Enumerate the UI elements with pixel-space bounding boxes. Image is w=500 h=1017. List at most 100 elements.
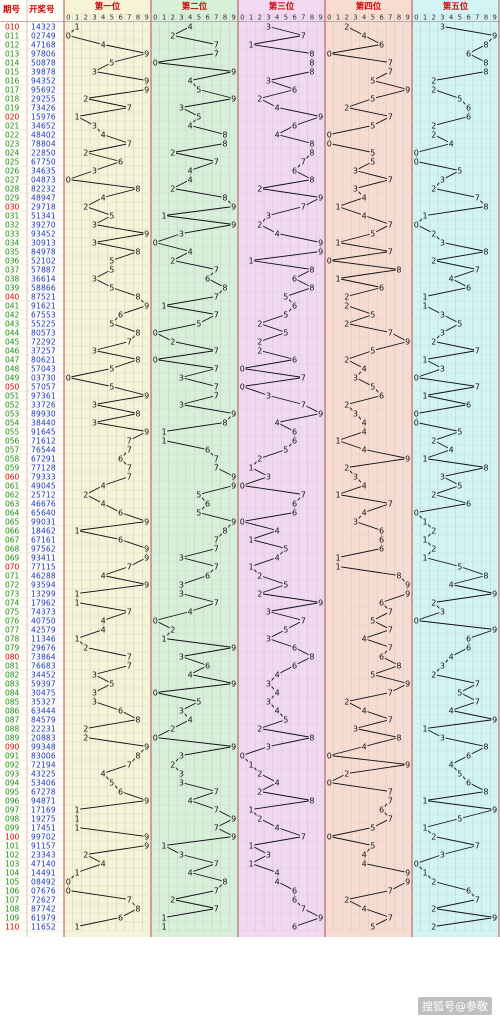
digit-mark: 3 (440, 365, 445, 374)
digit-mark: 5 (109, 257, 114, 266)
digit-mark: 8 (483, 464, 488, 473)
digit-mark: 2 (431, 77, 436, 86)
digit-mark: 7 (475, 383, 480, 392)
draw-number-label: 91621 (31, 301, 56, 310)
digit-mark: 6 (466, 401, 471, 410)
digit-mark: 2 (83, 95, 88, 104)
digit-mark: 2 (344, 23, 349, 32)
digit-mark: 1 (423, 725, 428, 734)
digit-mark-bg (430, 337, 437, 346)
digit-mark-bg (387, 247, 394, 256)
issue-label: 106 (5, 886, 20, 895)
draw-number-label: 63444 (31, 706, 56, 715)
digit-mark-bg (491, 589, 498, 598)
draw-number-label: 91645 (31, 427, 56, 436)
digit-mark-bg (108, 319, 116, 328)
draw-number-label: 14491 (31, 868, 56, 877)
digit-mark-bg (343, 769, 350, 778)
digit-mark-bg (65, 31, 72, 40)
digit-mark-bg (247, 562, 255, 571)
digit-mark: 7 (214, 293, 219, 302)
digit-mark: 5 (370, 311, 375, 320)
digit-mark: 9 (492, 716, 497, 725)
digit-mark: 2 (257, 347, 262, 356)
digit-mark: 1 (162, 842, 167, 851)
digit-mark-bg (169, 337, 176, 346)
digit-mark: 2 (257, 725, 262, 734)
digit-mark-bg (73, 634, 81, 643)
digit-mark-bg (73, 589, 81, 598)
digit-mark-bg (91, 274, 98, 283)
digit-tick: 1 (162, 14, 166, 22)
draw-number-label: 78804 (31, 139, 56, 148)
draw-number-label: 53406 (31, 778, 56, 787)
draw-number-label: 46676 (31, 499, 56, 508)
digit-mark-bg (465, 283, 472, 292)
draw-number-label: 29718 (31, 202, 56, 211)
draw-number-label: 29676 (31, 643, 56, 652)
digit-tick: 5 (197, 14, 201, 22)
digit-mark: 0 (240, 752, 245, 761)
draw-number-label: 30913 (31, 238, 56, 247)
digit-mark-bg (82, 850, 89, 859)
digit-mark: 5 (283, 626, 288, 635)
issue-label: 018 (5, 94, 20, 103)
digit-mark: 4 (362, 194, 367, 203)
digit-mark: 3 (266, 680, 271, 689)
digit-mark-bg (143, 742, 150, 751)
digit-mark: 0 (153, 329, 158, 338)
digit-mark-bg (421, 517, 429, 526)
draw-number-label: 33726 (31, 400, 56, 409)
digit-mark-bg (387, 67, 394, 76)
issue-label: 048 (5, 364, 20, 373)
digit-mark: 6 (205, 662, 210, 671)
digit-mark-bg (291, 301, 298, 310)
digit-mark-bg (247, 40, 255, 49)
digit-mark: 1 (423, 824, 428, 833)
digit-mark-bg (326, 49, 333, 58)
digit-mark: 4 (275, 671, 280, 680)
digit-mark: 3 (92, 419, 97, 428)
digit-mark: 7 (301, 401, 306, 410)
digit-mark-bg (169, 184, 176, 193)
digit-mark-bg (482, 742, 490, 751)
digit-mark: 8 (135, 410, 140, 419)
digit-mark-bg (256, 769, 263, 778)
issue-label: 087 (5, 715, 20, 724)
digit-mark: 3 (92, 239, 97, 248)
digit-mark-bg (256, 589, 263, 598)
digit-mark: 8 (483, 41, 488, 50)
digit-mark: 7 (127, 662, 132, 671)
issue-label: 084 (5, 688, 20, 697)
digit-mark-bg (221, 283, 229, 292)
digit-mark: 9 (405, 590, 410, 599)
digit-mark-bg (230, 679, 237, 688)
digit-mark-bg (126, 103, 133, 112)
digit-mark-bg (160, 841, 168, 850)
digit-mark-bg (126, 661, 133, 670)
issue-label: 039 (5, 283, 20, 292)
digit-mark-bg (317, 112, 324, 121)
digit-mark: 0 (327, 833, 332, 842)
digit-mark-bg (73, 598, 81, 607)
digit-mark: 3 (440, 329, 445, 338)
digit-mark: 5 (370, 77, 375, 86)
digit-mark-bg (326, 778, 333, 787)
issue-label: 021 (5, 121, 20, 130)
digit-mark-bg (134, 715, 142, 724)
digit-mark: 0 (153, 689, 158, 698)
digit-mark: 2 (257, 455, 262, 464)
digit-mark: 7 (388, 644, 393, 653)
digit-mark-bg (430, 877, 437, 886)
draw-number-label: 77128 (31, 463, 56, 472)
digit-mark: 2 (257, 590, 262, 599)
digit-mark-bg (282, 625, 290, 634)
draw-number-label: 40750 (31, 616, 56, 625)
digit-mark: 9 (318, 248, 323, 257)
issue-label: 099 (5, 823, 20, 832)
digit-mark: 4 (188, 797, 193, 806)
digit-mark: 2 (344, 698, 349, 707)
issue-label: 051 (5, 391, 20, 400)
digit-mark-bg (421, 553, 429, 562)
digit-mark: 6 (379, 41, 384, 50)
